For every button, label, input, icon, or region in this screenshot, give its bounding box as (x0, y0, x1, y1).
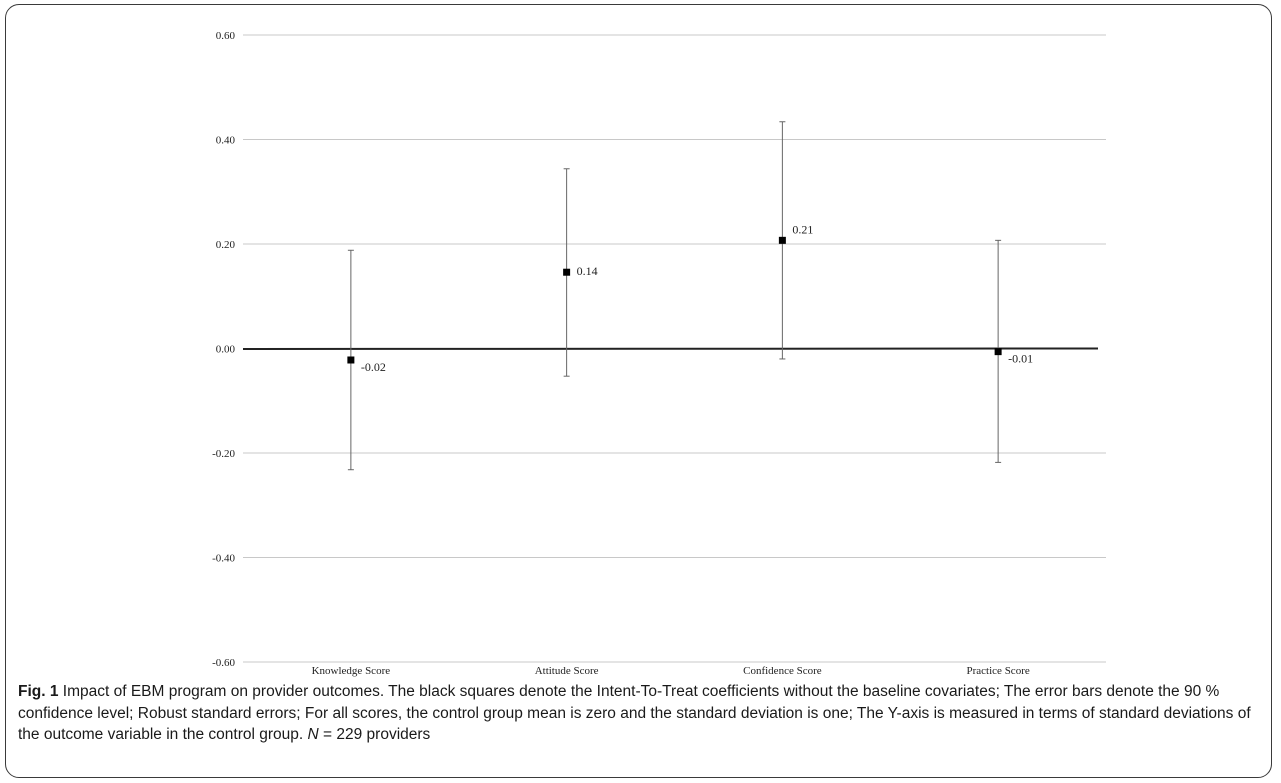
x-axis-category-labels: Knowledge Score Attitude Score Confidence … (312, 665, 1030, 677)
y-tick-label: 0.00 (216, 344, 236, 356)
y-tick-label: 0.60 (216, 30, 236, 42)
grid-lines (243, 34, 1106, 663)
data-points (347, 236, 1002, 364)
data-point (778, 236, 786, 244)
data-labels: -0.02 0.14 0.21 -0.01 (361, 222, 1033, 374)
y-tick-label: -0.40 (212, 553, 235, 565)
y-tick-label: 0.20 (216, 239, 236, 251)
x-category-label: Practice Score (967, 665, 1030, 677)
zero-line-layer (242, 347, 1099, 350)
data-point (563, 268, 571, 276)
error-bars (347, 121, 1002, 471)
zero-line (242, 347, 1099, 350)
caption-n-symbol: N (307, 726, 319, 743)
y-tick-label: -0.20 (212, 448, 235, 460)
data-point (347, 356, 355, 364)
y-tick-label: 0.40 (216, 135, 236, 147)
caption-figure-label: Fig. 1 (18, 683, 59, 700)
x-category-label: Attitude Score (535, 665, 599, 677)
x-category-label: Knowledge Score (312, 665, 391, 677)
caption-text: Impact of EBM program on provider outcom… (18, 683, 1251, 743)
figure-frame: 0.60 0.40 0.20 0.00 -0.20 -0.40 -0.60 -0.02 0.1… (5, 4, 1272, 778)
x-category-label: Confidence Score (743, 665, 822, 677)
data-label: -0.02 (361, 360, 386, 374)
y-axis-tick-labels: 0.60 0.40 0.20 0.00 -0.20 -0.40 -0.60 (212, 30, 235, 669)
data-point (994, 348, 1002, 356)
caption-text-end: = 229 providers (318, 726, 431, 743)
figure-caption: Fig. 1 Impact of EBM program on provider… (18, 681, 1263, 746)
data-label: -0.01 (1008, 352, 1033, 366)
data-label: 0.21 (792, 222, 813, 236)
y-tick-label: -0.60 (212, 657, 235, 669)
chart: 0.60 0.40 0.20 0.00 -0.20 -0.40 -0.60 -0.02 0.1… (212, 30, 1106, 677)
data-label: 0.14 (577, 264, 598, 278)
